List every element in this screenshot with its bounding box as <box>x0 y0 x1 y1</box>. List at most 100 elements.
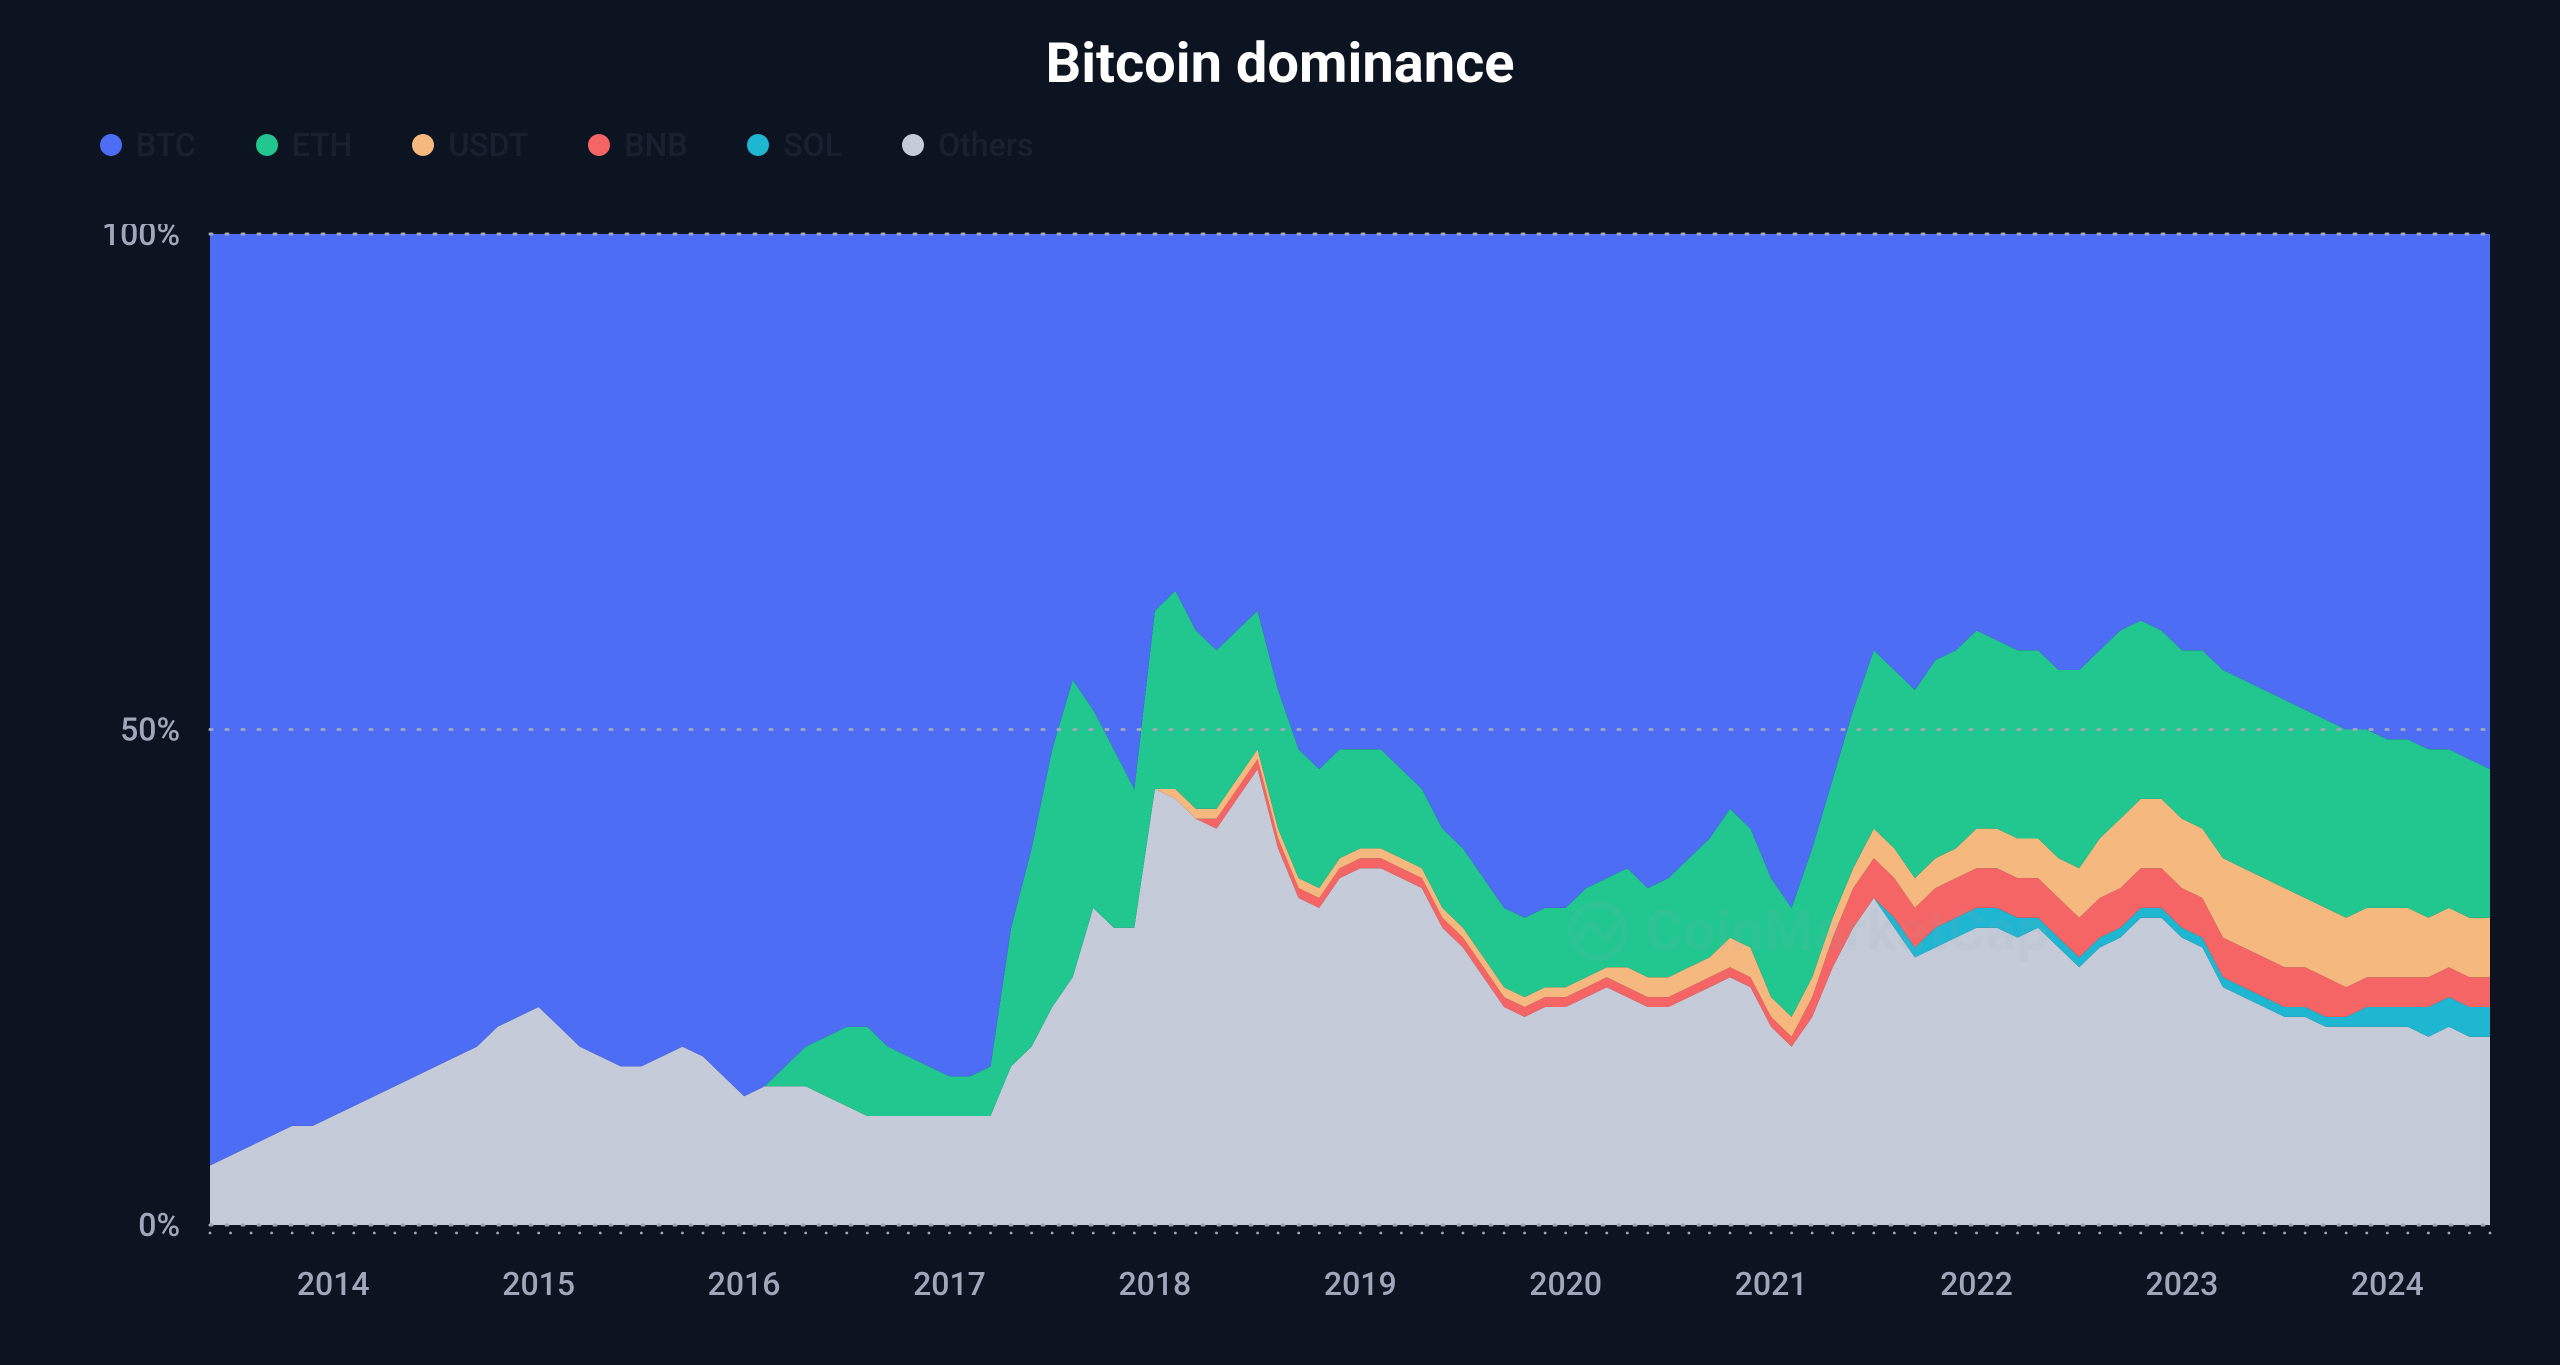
x-minor-tick <box>2345 1232 2348 1235</box>
x-minor-tick <box>2201 1232 2204 1235</box>
x-minor-tick <box>1996 1232 1999 1235</box>
x-minor-tick <box>393 1232 396 1235</box>
x-minor-tick <box>1564 1232 1567 1235</box>
x-minor-tick <box>1112 1232 1115 1235</box>
x-minor-tick <box>1790 1232 1793 1235</box>
x-minor-tick <box>1420 1232 1423 1235</box>
x-minor-tick <box>2016 1232 2019 1235</box>
x-minor-tick <box>2242 1232 2245 1235</box>
x-minor-tick <box>496 1232 499 1235</box>
x-tick-label: 2017 <box>913 1265 986 1303</box>
x-minor-tick <box>2283 1232 2286 1235</box>
x-minor-tick <box>1071 1232 1074 1235</box>
x-minor-tick <box>435 1232 438 1235</box>
x-minor-tick <box>291 1232 294 1235</box>
x-minor-tick <box>763 1232 766 1235</box>
legend-label: SOL <box>783 126 842 164</box>
legend-dot-icon <box>412 134 434 156</box>
x-minor-tick <box>1133 1232 1136 1235</box>
x-tick-label: 2015 <box>502 1265 575 1303</box>
x-minor-tick <box>2427 1232 2430 1235</box>
x-minor-tick <box>907 1232 910 1235</box>
x-minor-tick <box>619 1232 622 1235</box>
x-minor-tick <box>989 1232 992 1235</box>
x-minor-tick <box>1605 1232 1608 1235</box>
x-minor-tick <box>928 1232 931 1235</box>
x-minor-tick <box>1462 1232 1465 1235</box>
x-tick-label: 2018 <box>1118 1265 1191 1303</box>
x-minor-tick <box>1441 1232 1444 1235</box>
x-minor-tick <box>1544 1232 1547 1235</box>
legend-item-usdt[interactable]: USDT <box>412 126 528 164</box>
legend-item-sol[interactable]: SOL <box>747 126 842 164</box>
legend-dot-icon <box>747 134 769 156</box>
x-minor-tick <box>578 1232 581 1235</box>
legend-item-bnb[interactable]: BNB <box>588 126 687 164</box>
x-minor-tick <box>1913 1232 1916 1235</box>
x-minor-tick <box>2468 1232 2471 1235</box>
x-minor-tick <box>1359 1232 1362 1235</box>
x-minor-tick <box>845 1232 848 1235</box>
x-tick-label: 2019 <box>1324 1265 1397 1303</box>
x-minor-tick <box>352 1232 355 1235</box>
x-minor-tick <box>1338 1232 1341 1235</box>
x-minor-tick <box>1770 1232 1773 1235</box>
y-tick-label: 0% <box>138 1206 180 1244</box>
x-minor-tick <box>2098 1232 2101 1235</box>
x-minor-tick <box>311 1232 314 1235</box>
x-minor-tick <box>455 1232 458 1235</box>
x-minor-tick <box>1318 1232 1321 1235</box>
x-minor-tick <box>1729 1232 1732 1235</box>
x-minor-tick <box>1297 1232 1300 1235</box>
legend-label: USDT <box>448 126 528 164</box>
x-minor-tick <box>948 1232 951 1235</box>
x-minor-tick <box>1400 1232 1403 1235</box>
x-tick-label: 2014 <box>297 1265 370 1303</box>
x-minor-tick <box>1174 1232 1177 1235</box>
x-minor-tick <box>2386 1232 2389 1235</box>
x-minor-tick <box>2057 1232 2060 1235</box>
chart-area: 0%50%100%2014201520162017201820192020202… <box>40 224 2520 1325</box>
legend-item-others[interactable]: Others <box>902 126 1033 164</box>
x-minor-tick <box>1708 1232 1711 1235</box>
x-minor-tick <box>2304 1232 2307 1235</box>
legend-item-btc[interactable]: BTC <box>100 126 196 164</box>
x-minor-tick <box>1503 1232 1506 1235</box>
x-minor-tick <box>2078 1232 2081 1235</box>
y-tick-label: 100% <box>102 224 180 253</box>
x-minor-tick <box>2263 1232 2266 1235</box>
x-minor-tick <box>209 1232 212 1235</box>
x-minor-tick <box>702 1232 705 1235</box>
x-minor-tick <box>969 1232 972 1235</box>
x-minor-tick <box>1195 1232 1198 1235</box>
y-tick-label: 50% <box>120 711 180 749</box>
x-minor-tick <box>1852 1232 1855 1235</box>
x-tick-label: 2021 <box>1735 1265 1808 1303</box>
x-minor-tick <box>660 1232 663 1235</box>
legend-dot-icon <box>100 134 122 156</box>
legend-item-eth[interactable]: ETH <box>256 126 353 164</box>
x-tick-label: 2022 <box>1940 1265 2013 1303</box>
x-minor-tick <box>2365 1232 2368 1235</box>
x-minor-tick <box>2180 1232 2183 1235</box>
x-minor-tick <box>1051 1232 1054 1235</box>
x-minor-tick <box>229 1232 232 1235</box>
x-minor-tick <box>1010 1232 1013 1235</box>
x-minor-tick <box>599 1232 602 1235</box>
x-minor-tick <box>1626 1232 1629 1235</box>
x-minor-tick <box>804 1232 807 1235</box>
x-minor-tick <box>2139 1232 2142 1235</box>
x-minor-tick <box>558 1232 561 1235</box>
legend-label: BNB <box>624 126 687 164</box>
x-minor-tick <box>1811 1232 1814 1235</box>
x-minor-tick <box>517 1232 520 1235</box>
x-minor-tick <box>373 1232 376 1235</box>
x-minor-tick <box>1153 1232 1156 1235</box>
legend-dot-icon <box>588 134 610 156</box>
x-minor-tick <box>1030 1232 1033 1235</box>
x-minor-tick <box>1934 1232 1937 1235</box>
x-minor-tick <box>1523 1232 1526 1235</box>
x-minor-tick <box>1955 1232 1958 1235</box>
x-minor-tick <box>1749 1232 1752 1235</box>
x-minor-tick <box>743 1232 746 1235</box>
